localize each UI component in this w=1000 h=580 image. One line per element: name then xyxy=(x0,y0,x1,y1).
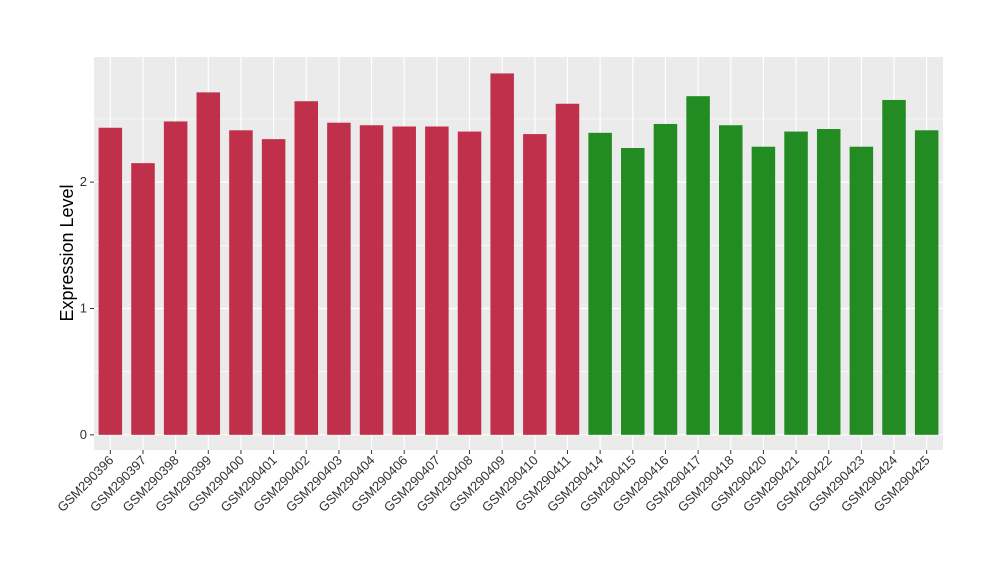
bar-GSM290414 xyxy=(588,132,612,435)
bar-GSM290397 xyxy=(131,163,155,435)
bar-GSM290401 xyxy=(261,139,286,435)
x-axis-ticks: GSM290396GSM290397GSM290398GSM290399GSM2… xyxy=(54,450,933,515)
bar-GSM290420 xyxy=(751,146,776,435)
y-tick-label: 1 xyxy=(80,300,87,315)
bar-GSM290399 xyxy=(196,92,221,435)
bar-GSM290406 xyxy=(392,126,416,435)
y-axis-title: Expression Level xyxy=(57,184,77,321)
bar-GSM290422 xyxy=(816,129,841,435)
bar-GSM290411 xyxy=(555,103,580,435)
bar-GSM290400 xyxy=(229,130,253,435)
bar-GSM290407 xyxy=(425,126,449,435)
y-tick-label: 2 xyxy=(80,174,87,189)
bar-GSM290410 xyxy=(523,134,547,435)
bar-GSM290404 xyxy=(359,125,384,435)
bar-GSM290417 xyxy=(686,96,710,435)
bar-GSM290424 xyxy=(882,99,906,435)
bar-GSM290403 xyxy=(327,122,351,435)
bar-GSM290415 xyxy=(621,147,645,435)
bar-GSM290425 xyxy=(914,130,939,435)
bar-GSM290416 xyxy=(653,123,678,435)
bar-GSM290396 xyxy=(98,127,123,435)
bar-GSM290398 xyxy=(163,121,188,435)
plot-panel xyxy=(94,57,943,450)
bar-GSM290423 xyxy=(849,146,874,435)
bar-GSM290418 xyxy=(718,125,743,435)
bar-GSM290402 xyxy=(294,101,319,435)
bars xyxy=(98,73,939,435)
bar-GSM290421 xyxy=(784,131,808,435)
y-axis-ticks: 0 1 2 xyxy=(80,174,94,442)
bar-GSM290408 xyxy=(457,131,482,435)
y-tick-label: 0 xyxy=(80,427,87,442)
bar-GSM290409 xyxy=(490,73,514,435)
